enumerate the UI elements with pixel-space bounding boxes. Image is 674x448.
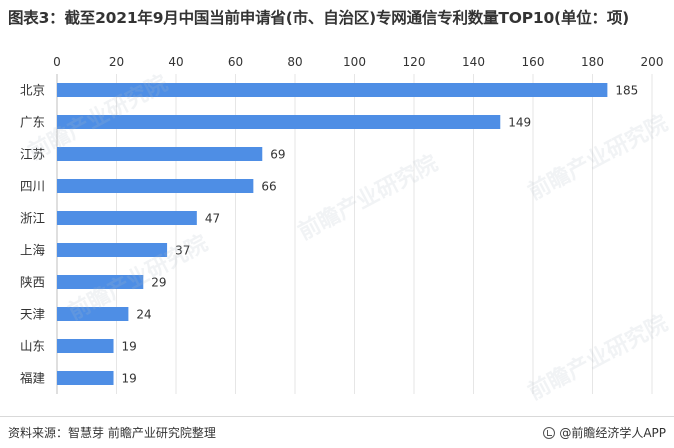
category-label: 天津 (20, 307, 45, 322)
bar (57, 83, 608, 97)
category-label: 浙江 (20, 211, 45, 226)
chart-title: 图表3：截至2021年9月中国当前申请省(市、自治区)专网通信专利数量TOP10… (8, 9, 630, 27)
category-label: 四川 (20, 179, 45, 194)
bar (57, 115, 501, 129)
bar (57, 275, 144, 289)
bar (57, 243, 168, 257)
footer: 资料来源：智慧芽 前瞻产业研究院整理 @前瞻经济学人APP (0, 416, 674, 448)
data-label: 69 (270, 148, 285, 162)
bar (57, 211, 197, 225)
bar (57, 371, 114, 385)
x-tick-label: 0 (53, 55, 61, 69)
brand-logo-icon (543, 426, 556, 439)
data-label: 47 (205, 212, 220, 226)
x-tick-label: 160 (522, 55, 545, 69)
bar (57, 339, 114, 353)
data-label: 149 (508, 116, 531, 130)
brand-credit: @前瞻经济学人APP (543, 424, 666, 441)
brand-text: @前瞻经济学人APP (559, 426, 666, 440)
category-label: 陕西 (20, 275, 45, 290)
x-tick-label: 140 (462, 55, 485, 69)
category-label: 福建 (20, 371, 46, 386)
source-note: 资料来源：智慧芽 前瞻产业研究院整理 (8, 426, 216, 440)
x-tick-label: 120 (403, 55, 426, 69)
data-label: 19 (122, 340, 137, 354)
bar (57, 307, 129, 321)
bar-chart: 0 20 40 60 80 100 120 140 160 180 200 北京 185 广东 149 江苏 6… (20, 55, 664, 394)
data-label: 185 (615, 84, 638, 98)
category-label: 上海 (20, 243, 46, 258)
x-tick-label: 180 (581, 55, 604, 69)
x-tick-label: 40 (168, 55, 183, 69)
x-tick-label: 200 (641, 55, 664, 69)
bar (57, 179, 254, 193)
category-label: 北京 (20, 83, 45, 98)
bar (57, 147, 263, 161)
x-tick-label: 20 (109, 55, 124, 69)
category-label: 山东 (20, 339, 45, 354)
category-label: 江苏 (20, 147, 45, 162)
data-label: 29 (151, 276, 166, 290)
data-label: 19 (122, 372, 137, 386)
x-tick-label: 100 (343, 55, 366, 69)
data-label: 66 (261, 180, 276, 194)
data-label: 24 (136, 308, 151, 322)
category-label: 广东 (20, 115, 45, 130)
data-label: 37 (175, 244, 190, 258)
x-tick-label: 60 (228, 55, 243, 69)
x-tick-label: 80 (287, 55, 302, 69)
